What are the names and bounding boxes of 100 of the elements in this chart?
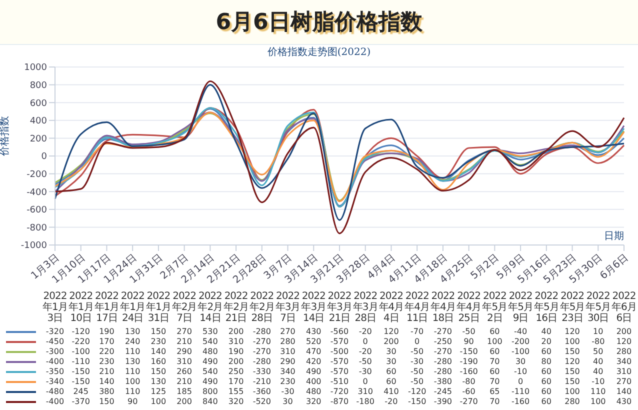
data-label: 230: [98, 357, 116, 367]
text: 2022年4月18日: [430, 291, 456, 325]
data-label: 210: [98, 367, 116, 377]
text: 2022年5月23日: [559, 291, 586, 325]
data-label: 100: [150, 397, 168, 407]
text: 2022年5月2日: [482, 291, 508, 325]
text: 2022年4月4日: [378, 291, 404, 325]
data-label: 410: [382, 387, 400, 397]
data-label: 150: [150, 367, 168, 377]
text: 2022年1月31日: [146, 291, 172, 325]
data-label: 140: [615, 387, 633, 397]
data-label: 340: [615, 357, 633, 367]
data-label: 190: [227, 347, 245, 357]
data-label: 60: [385, 367, 398, 377]
data-label: -320: [44, 327, 66, 337]
data-label: -20: [358, 347, 373, 357]
data-label: 490: [202, 357, 219, 367]
data-label: 110: [124, 347, 142, 357]
data-label: 480: [304, 387, 322, 397]
text: 2022年5月30日: [585, 291, 612, 325]
data-label: 280: [279, 337, 296, 347]
data-label: 250: [227, 367, 245, 377]
text: 2022年3月21日: [326, 291, 352, 325]
data-label: 220: [98, 347, 116, 357]
data-label: 200: [227, 327, 245, 337]
data-label: 190: [98, 327, 116, 337]
data-label: 100: [589, 397, 607, 407]
data-label: 840: [202, 397, 219, 407]
data-label: 110: [124, 387, 142, 397]
data-label: -50: [410, 367, 425, 377]
text: 2022年1月17日: [94, 291, 120, 325]
data-label: 430: [304, 327, 322, 337]
data-label: 120: [615, 337, 633, 347]
data-label: 40: [592, 367, 604, 377]
text: 2022年5月9日: [508, 291, 534, 325]
data-label: 470: [304, 347, 322, 357]
data-label: 240: [124, 337, 142, 347]
data-label: 60: [540, 367, 552, 377]
data-label: -280: [252, 357, 272, 367]
y-tick-label: -800: [26, 223, 48, 234]
data-label: -110: [70, 357, 91, 367]
data-label: 110: [589, 387, 607, 397]
data-label: 120: [382, 327, 400, 337]
data-label: 320: [227, 397, 245, 407]
data-label: 290: [176, 347, 193, 357]
data-label: -210: [252, 377, 272, 387]
data-label: -150: [70, 367, 91, 377]
data-label: 540: [202, 337, 219, 347]
data-label: 150: [150, 327, 168, 337]
data-label: 65: [488, 387, 501, 397]
data-label: -160: [510, 397, 531, 407]
data-label: 120: [564, 327, 581, 337]
data-label: 200: [615, 327, 633, 337]
data-label: 80: [540, 357, 552, 367]
data-label: 210: [176, 377, 193, 387]
data-label: 50: [592, 347, 604, 357]
data-label: -10: [590, 377, 606, 387]
data-label: 150: [98, 397, 116, 407]
chart-subtitle: 价格指数走势图(2022): [266, 46, 372, 60]
data-label: 60: [488, 327, 501, 337]
data-label: 60: [540, 397, 552, 407]
text: 2022年2月7日: [171, 291, 198, 325]
data-label: -280: [252, 327, 272, 337]
data-label: -870: [329, 397, 350, 407]
text: 2022年5月16日: [533, 291, 560, 325]
data-label: -560: [329, 327, 350, 337]
data-label: 120: [564, 357, 581, 367]
data-label: -500: [329, 347, 350, 357]
data-label: 0: [414, 337, 421, 347]
data-label: -245: [432, 387, 454, 397]
data-label: 200: [227, 357, 245, 367]
data-label: 10: [592, 327, 604, 337]
data-label: 70: [488, 397, 501, 407]
data-label: 30: [385, 357, 398, 367]
data-label: 310: [279, 347, 296, 357]
data-label: -400: [44, 397, 66, 407]
data-label: -480: [44, 387, 66, 397]
data-label: 400: [304, 377, 322, 387]
data-label: 320: [304, 397, 322, 407]
data-label: 130: [150, 377, 168, 387]
data-label: 800: [202, 387, 219, 397]
data-label: -30: [410, 357, 425, 367]
data-label: 310: [356, 387, 374, 397]
data-label: 70: [488, 357, 501, 367]
data-label: -20: [358, 327, 373, 337]
data-label: 270: [279, 327, 296, 337]
data-label: 490: [304, 367, 322, 377]
data-label: -190: [458, 357, 479, 367]
data-label: -520: [252, 397, 272, 407]
data-label: 90: [126, 397, 139, 407]
data-label: -80: [461, 377, 476, 387]
data-label: -350: [44, 367, 66, 377]
data-label: 420: [304, 357, 322, 367]
text: 2022年1月10日: [68, 291, 94, 325]
data-label: 90: [462, 337, 475, 347]
data-label: 100: [486, 337, 504, 347]
y-tick-label: 400: [30, 116, 48, 127]
text: 2022年3月14日: [300, 291, 327, 325]
data-label: -220: [70, 337, 91, 347]
data-label: -110: [510, 387, 531, 397]
